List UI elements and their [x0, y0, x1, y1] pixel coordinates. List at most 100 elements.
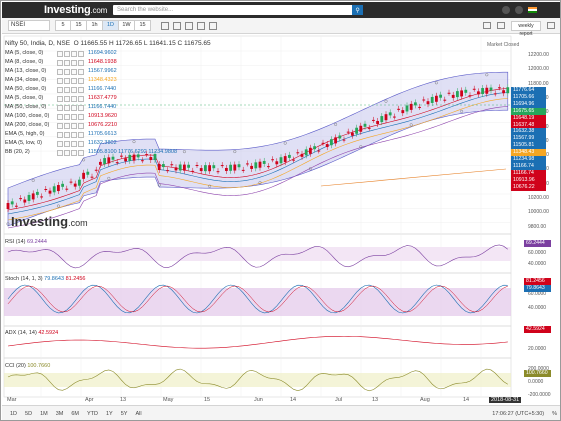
indicator-row[interactable]: MA (200, close, 0) 10676.2210 — [5, 121, 177, 130]
indicator-control-icon[interactable] — [64, 131, 70, 138]
layout-select[interactable]: weekly report — [511, 20, 541, 37]
percent-toggle[interactable]: % — [552, 410, 557, 417]
indicator-control-icon[interactable] — [71, 68, 77, 75]
range-ytd[interactable]: YTD — [86, 410, 98, 417]
range-1y[interactable]: 1Y — [105, 410, 113, 417]
indicator-control-icon[interactable] — [57, 77, 63, 84]
indicator-control-icon[interactable] — [64, 68, 70, 75]
timeframe-1d[interactable]: 1D — [103, 20, 119, 31]
range-1d[interactable]: 1D — [10, 410, 18, 417]
indicator-row[interactable]: MA (8, close, 0) 11648.1938 — [5, 58, 177, 67]
indicator-row[interactable]: MA (50, close, 0) 11166.7440 — [5, 103, 177, 112]
symbol-input[interactable]: NSEI — [8, 20, 50, 31]
price-axis-label: -200.0000 — [528, 392, 551, 398]
indicator-control-icon[interactable] — [57, 50, 63, 57]
compare-icon[interactable] — [185, 21, 193, 30]
indicator-row[interactable]: MA (5, close, 0) 11694.9602 — [5, 49, 177, 58]
indicator-control-icon[interactable] — [71, 122, 77, 129]
indicator-control-icon[interactable] — [57, 113, 63, 120]
indicator-control-icon[interactable] — [57, 131, 63, 138]
indicator-row[interactable]: MA (50, close, 0) 11166.7440 — [5, 85, 177, 94]
range-5y[interactable]: 5Y — [120, 410, 128, 417]
indicator-control-icon[interactable] — [78, 59, 84, 66]
indicator-control-icon[interactable] — [71, 113, 77, 120]
indicator-control-icon[interactable] — [78, 104, 84, 111]
indicator-row[interactable]: MA (100, close, 0) 10913.9620 — [5, 112, 177, 121]
fullscreen-icon[interactable] — [547, 22, 555, 29]
indicator-control-icon[interactable] — [78, 131, 84, 138]
indicator-control-icon[interactable] — [64, 122, 70, 129]
indicator-row[interactable]: MA (13, close, 0) 11567.9962 — [5, 67, 177, 76]
timeframe-15[interactable]: 15 — [71, 20, 87, 31]
indicator-control-icon[interactable] — [78, 149, 84, 156]
indicator-row[interactable]: MA (5, close, 0) 11637.4779 — [5, 94, 177, 103]
redo-icon[interactable] — [209, 21, 217, 30]
indicator-control-icon[interactable] — [78, 113, 84, 120]
indicator-control-icon[interactable] — [71, 131, 77, 138]
candle-body — [262, 160, 266, 164]
indicator-control-icon[interactable] — [57, 149, 63, 156]
settings-icon[interactable] — [497, 22, 505, 29]
indicator-control-icon[interactable] — [64, 104, 70, 111]
candle-body — [128, 154, 132, 161]
indicator-control-icon[interactable] — [71, 140, 77, 147]
timeframe-more[interactable]: 15 — [135, 20, 151, 31]
indicator-control-icon[interactable] — [71, 149, 77, 156]
price-tag: 11694.96 — [511, 100, 546, 108]
indicator-control-icon[interactable] — [78, 140, 84, 147]
indicator-control-icon[interactable] — [64, 77, 70, 84]
indicator-control-icon[interactable] — [57, 95, 63, 102]
indicator-row[interactable]: EMA (5, high, 0) 11705.6613 — [5, 130, 177, 139]
timeframe-1w[interactable]: 1W — [119, 20, 135, 31]
indicator-control-icon[interactable] — [71, 86, 77, 93]
indicator-control-icon[interactable] — [64, 149, 70, 156]
bar-type-icon[interactable] — [161, 21, 169, 30]
indicator-control-icon[interactable] — [71, 104, 77, 111]
camera-icon[interactable] — [483, 22, 491, 29]
undo-icon[interactable] — [197, 21, 205, 30]
indicator-control-icon[interactable] — [78, 86, 84, 93]
indicator-control-icon[interactable] — [57, 140, 63, 147]
country-flag-icon[interactable] — [528, 7, 537, 13]
indicator-control-icon[interactable] — [57, 59, 63, 66]
indicator-control-icon[interactable] — [71, 50, 77, 57]
indicator-control-icon[interactable] — [78, 95, 84, 102]
candle-body — [451, 94, 455, 98]
search-input[interactable]: Search the website... ⚲ — [113, 5, 364, 15]
range-all[interactable]: All — [135, 410, 142, 417]
range-5d[interactable]: 5D — [25, 410, 33, 417]
indicator-control-icon[interactable] — [78, 122, 84, 129]
range-1m[interactable]: 1M — [40, 410, 48, 417]
indicator-control-icon[interactable] — [64, 113, 70, 120]
range-3m[interactable]: 3M — [55, 410, 64, 417]
indicator-row[interactable]: EMA (5, low, 0) 11632.3802 — [5, 139, 177, 148]
indicator-control-icon[interactable] — [57, 104, 63, 111]
indicator-control-icon[interactable] — [57, 122, 63, 129]
time-axis-label: Jul — [335, 397, 343, 403]
site-logo[interactable]: Investing.com — [44, 4, 108, 16]
indicator-control-icon[interactable] — [64, 50, 70, 57]
search-icon[interactable]: ⚲ — [352, 5, 364, 15]
timeframe-1h[interactable]: 1h — [87, 20, 103, 31]
timeframe-5[interactable]: 5 — [55, 20, 71, 31]
indicator-control-icon[interactable] — [78, 50, 84, 57]
indicator-control-icon[interactable] — [57, 68, 63, 75]
indicator-control-icon[interactable] — [64, 140, 70, 147]
range-6m[interactable]: 6M — [71, 410, 79, 417]
candle-body — [99, 161, 102, 165]
indicator-control-icon[interactable] — [57, 86, 63, 93]
user-icon[interactable] — [502, 6, 510, 14]
indicator-control-icon[interactable] — [64, 95, 70, 102]
indicator-control-icon[interactable] — [78, 77, 84, 84]
indicator-control-icon[interactable] — [78, 68, 84, 75]
indicators-icon[interactable] — [173, 21, 181, 30]
indicator-control-icon[interactable] — [71, 77, 77, 84]
indicator-control-icon[interactable] — [64, 59, 70, 66]
notifications-icon[interactable] — [515, 6, 523, 14]
indicator-row[interactable]: BB (20, 2) 11505.8100 11776.6292 11234.98… — [5, 148, 177, 157]
indicator-control-icon[interactable] — [64, 86, 70, 93]
indicator-control-icon[interactable] — [71, 59, 77, 66]
indicator-row[interactable]: MA (34, close, 0) 11348.4323 — [5, 76, 177, 85]
indicator-control-icon[interactable] — [71, 95, 77, 102]
